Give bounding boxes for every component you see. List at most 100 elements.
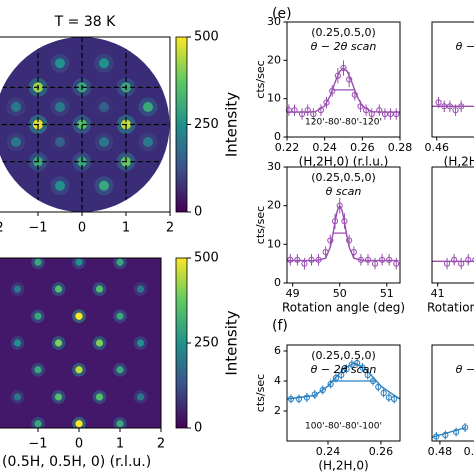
data-point (376, 107, 383, 114)
data-point (357, 103, 364, 110)
y-tick-label: 10 (267, 92, 281, 105)
plot-frame (286, 166, 401, 284)
data-point (465, 256, 472, 263)
data-point (368, 110, 375, 118)
y-tick-label: 20 (267, 199, 281, 212)
data-point (343, 365, 350, 373)
annotation-scan: θ scan (326, 185, 362, 198)
data-point (458, 260, 465, 267)
plot-frame (431, 21, 474, 138)
data-point (346, 76, 353, 83)
plot-frame (286, 344, 401, 442)
data-point (322, 248, 329, 256)
data-point (354, 359, 361, 367)
x-axis-label: (H,2H,0) (r.l.u.) (444, 155, 474, 169)
data-point (319, 386, 326, 394)
data-point (294, 256, 301, 263)
x-tick-label: 41 (431, 287, 445, 300)
peak (143, 137, 153, 147)
x-tick-label: 0.24 (312, 141, 337, 154)
x-tick-label: −2 (0, 221, 4, 236)
data-point (340, 64, 347, 72)
peak (116, 258, 124, 266)
data-point (364, 256, 372, 263)
y-tick-label: 20 (267, 53, 281, 66)
y-axis-label: cts/sec (254, 60, 267, 98)
panel-label: (e) (272, 6, 292, 22)
y-tick-label: 30 (267, 160, 281, 173)
heatmap-image (0, 258, 161, 428)
data-point (303, 394, 310, 401)
x-tick-label: −1 (28, 221, 47, 236)
annotation-title: (0.25,0.5,0) (311, 26, 376, 39)
x-tick-label: 0 (78, 221, 86, 236)
x-axis-label: (H,2H,0) (r.l.u.) (299, 155, 389, 169)
data-point (329, 87, 336, 95)
y-tick-label: 4 (274, 374, 281, 387)
annotation-collimation: 120'-80'-80'-120' (305, 118, 382, 128)
peak (11, 137, 21, 147)
peak (54, 393, 63, 401)
x-tick-label: 0.50 (464, 445, 474, 458)
data-point (295, 395, 303, 403)
y-tick-label: 10 (267, 237, 281, 250)
peak (136, 393, 145, 401)
data-point (375, 383, 382, 391)
x-tick-label: 51 (380, 287, 394, 300)
data-point (453, 428, 460, 436)
y-tick-label: 6 (274, 344, 281, 357)
annotation-scan: θ − 2θ scan (456, 363, 474, 376)
data-point (472, 256, 474, 263)
x-tick-label: 0 (75, 437, 83, 452)
x-tick-label: 0.24 (316, 445, 341, 458)
x-tick-label: 2 (157, 437, 165, 452)
data-point (317, 107, 324, 114)
peak (34, 258, 42, 266)
data-point (364, 371, 371, 379)
data-point (327, 380, 334, 388)
x-tick-label: 0.26 (350, 141, 375, 154)
data-point (393, 110, 400, 118)
peak (95, 393, 104, 401)
annotation-scan: θ − 2θ scan (456, 40, 474, 53)
data-point (315, 256, 322, 263)
x-tick-label: −1 (28, 437, 47, 452)
y-tick-label: 2 (274, 404, 281, 417)
data-point (341, 218, 348, 225)
data-point (334, 72, 341, 79)
peak (54, 285, 63, 293)
data-point (331, 218, 339, 225)
x-axis-label: Rotation angle (deg) (427, 301, 474, 315)
x-tick-label: 49 (286, 287, 300, 300)
data-point (443, 260, 451, 267)
data-point (350, 248, 357, 256)
data-point (357, 256, 365, 263)
peak (95, 339, 104, 347)
data-point (301, 260, 308, 267)
peak (143, 102, 153, 112)
colorbar-tick-label: 250 (194, 336, 219, 351)
plot-frame (431, 166, 474, 284)
colorbar (175, 36, 188, 213)
data-point (304, 107, 311, 114)
data-point (380, 389, 387, 397)
peak (75, 420, 83, 428)
data-point (287, 395, 295, 403)
x-axis-label: Rotation angle (deg) (282, 301, 405, 315)
peak (99, 137, 109, 147)
peak (99, 58, 109, 69)
peak (116, 420, 124, 428)
colorbar-tick-label: 0 (194, 205, 202, 220)
data-point (369, 377, 377, 385)
peak (34, 312, 42, 320)
data-point (351, 91, 358, 98)
x-axis-label: (0.5H, 0.5H, 0) (r.l.u.) (2, 454, 151, 470)
data-point (327, 237, 334, 244)
data-point (458, 103, 465, 110)
peak (95, 285, 104, 293)
colorbar-label: Intensity (223, 92, 241, 157)
data-point (287, 256, 294, 263)
x-tick-label: 1 (116, 437, 124, 452)
data-point (371, 260, 379, 267)
data-point (323, 99, 330, 106)
